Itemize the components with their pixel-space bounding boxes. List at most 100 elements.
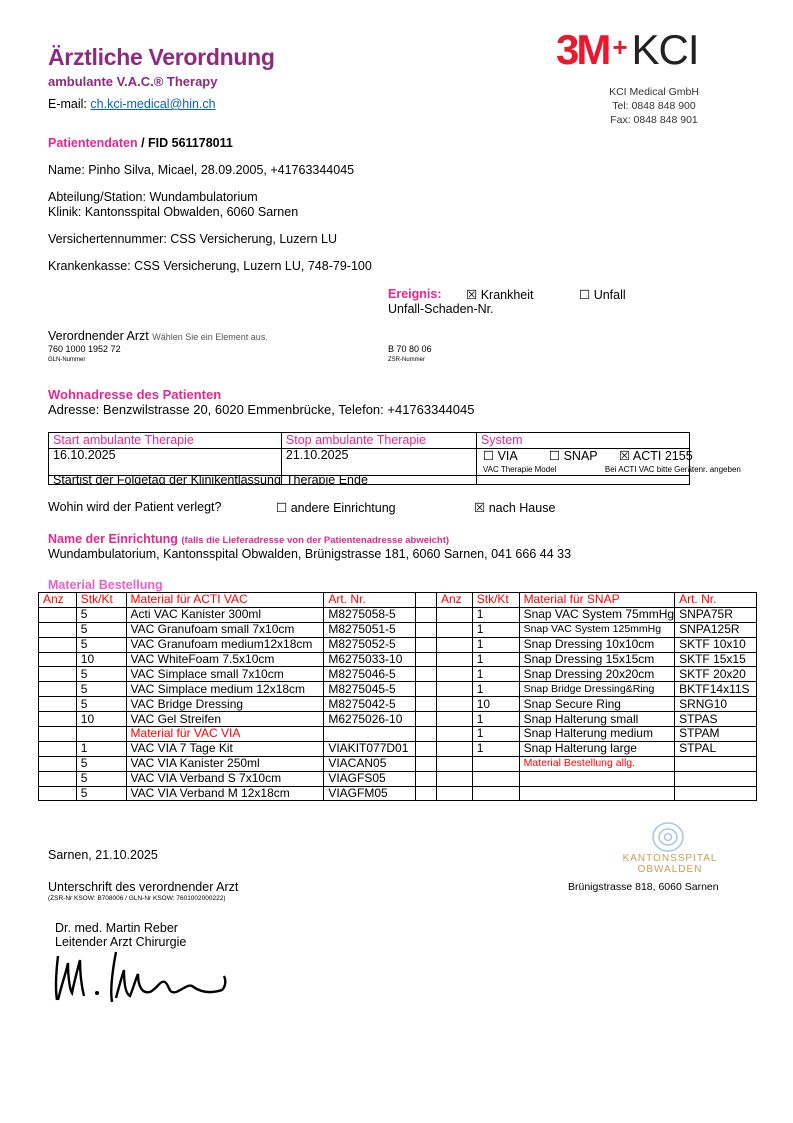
left-cell-stk-kt: 10 bbox=[75, 711, 127, 728]
left-cell-material: VAC VIA Verband S 7x10cm bbox=[125, 770, 325, 787]
right-cell-anz[interactable] bbox=[435, 740, 473, 757]
material-order-table: Anz Stk/Kt Material für ACTI VAC Art. Nr. An… bbox=[38, 592, 757, 802]
material-row: 5 VAC Bridge Dressing M8275042-5 10 Snap Sec… bbox=[38, 696, 757, 713]
left-cell-stk-kt bbox=[75, 726, 127, 742]
left-cell-stk-kt: 5 bbox=[75, 606, 127, 623]
patient-section-heading: Patientendaten / FID 561178011 bbox=[48, 136, 233, 150]
left-cell-anz[interactable] bbox=[38, 696, 77, 713]
email-link[interactable]: ch.kci-medical@hin.ch bbox=[90, 97, 216, 111]
empty-cell bbox=[475, 475, 691, 485]
left-cell-art-nr: VIACAN05 bbox=[323, 755, 417, 772]
left-cell-anz[interactable] bbox=[38, 785, 77, 802]
left-cell-anz[interactable] bbox=[38, 755, 77, 772]
left-cell-material: Material für VAC VIA bbox=[125, 726, 325, 742]
material-row: 5 VAC VIA Verband M 12x18cm VIAGFM05 bbox=[38, 785, 757, 802]
left-cell-art-nr: M6275026-10 bbox=[323, 711, 417, 728]
start-date[interactable]: 16.10.2025 bbox=[48, 448, 282, 476]
left-cell-anz[interactable] bbox=[38, 666, 77, 683]
patient-section-label: Patientendaten bbox=[48, 136, 138, 150]
table-gap bbox=[415, 606, 437, 623]
left-cell-material: VAC Simplace medium 12x18cm bbox=[125, 681, 325, 698]
left-cell-anz[interactable] bbox=[38, 651, 77, 668]
right-cell-anz[interactable] bbox=[435, 711, 473, 728]
zsr-label: ZSR-Nummer bbox=[388, 357, 425, 363]
right-cell-stk-kt: 1 bbox=[471, 740, 520, 757]
facility-label: Name der Einrichtung bbox=[48, 532, 178, 546]
event-unfall-checkbox[interactable]: ☐ Unfall bbox=[579, 287, 626, 302]
right-cell-stk-kt: 1 bbox=[471, 681, 520, 698]
left-cell-stk-kt: 5 bbox=[75, 770, 127, 787]
stop-date[interactable]: 21.10.2025 bbox=[280, 448, 477, 476]
left-cell-material: VAC VIA Kanister 250ml bbox=[125, 755, 325, 772]
material-row: 10 VAC Gel Streifen M6275026-10 1 Snap Halte… bbox=[38, 711, 757, 728]
right-cell-anz[interactable] bbox=[435, 621, 473, 638]
system-acti-checkbox[interactable]: ☒ ACTI 2155 bbox=[618, 449, 693, 463]
table-gap bbox=[415, 770, 437, 787]
left-cell-anz[interactable] bbox=[38, 606, 77, 623]
system-snap-checkbox[interactable]: ☐ SNAP bbox=[548, 449, 598, 463]
damage-number-label: Unfall-Schaden-Nr. bbox=[388, 302, 494, 316]
left-cell-art-nr: VIAKIT077D01 bbox=[323, 740, 417, 757]
material-row: 5 VAC VIA Verband S 7x10cm VIAGFS05 bbox=[38, 770, 757, 787]
right-cell-anz[interactable] bbox=[435, 785, 473, 802]
company-name: KCI Medical GmbH bbox=[609, 86, 699, 98]
right-cell-anz[interactable] bbox=[435, 696, 473, 713]
right-cell-anz[interactable] bbox=[435, 770, 473, 787]
left-cell-anz[interactable] bbox=[38, 726, 77, 742]
right-cell-art-nr: SNPA125R bbox=[674, 621, 757, 638]
table-gap bbox=[415, 785, 437, 802]
left-cell-stk-kt: 5 bbox=[75, 755, 127, 772]
model-note: VAC Therapie Model bbox=[482, 465, 557, 474]
left-cell-art-nr: VIAGFS05 bbox=[323, 770, 417, 787]
right-cell-anz[interactable] bbox=[435, 606, 473, 623]
material-header-row: Anz Stk/Kt Material für ACTI VAC Art. Nr. An… bbox=[38, 592, 757, 608]
left-cell-material: VAC VIA 7 Tage Kit bbox=[125, 740, 325, 757]
right-cell-anz[interactable] bbox=[435, 651, 473, 668]
checkbox-empty-icon: ☐ bbox=[579, 288, 591, 302]
material-row: 1 VAC VIA 7 Tage Kit VIAKIT077D01 1 Snap Hal… bbox=[38, 740, 757, 757]
hospital-name-2: OBWALDEN bbox=[637, 864, 703, 875]
right-cell-anz[interactable] bbox=[435, 681, 473, 698]
left-cell-art-nr: M6275033-10 bbox=[323, 651, 417, 668]
option-label: andere Einrichtung bbox=[290, 501, 396, 515]
right-cell-material: Snap Halterung medium bbox=[518, 726, 676, 742]
right-cell-material: Snap Dressing 10x10cm bbox=[518, 636, 676, 653]
right-cell-anz[interactable] bbox=[435, 636, 473, 653]
start-note: Startist der Folgetag der Klinikentlassu… bbox=[48, 475, 282, 485]
right-cell-material: Snap VAC System 125mmHg bbox=[518, 621, 676, 638]
right-cell-material: Snap Secure Ring bbox=[518, 696, 676, 713]
option-label: Unfall bbox=[593, 288, 626, 302]
table-gap bbox=[415, 726, 437, 742]
right-cell-material: Snap Bridge Dressing&Ring bbox=[518, 681, 676, 698]
right-cell-stk-kt bbox=[471, 755, 520, 772]
patient-name: Name: Pinho Silva, Micael, 28.09.2005, +… bbox=[48, 163, 355, 177]
system-options: ☐ VIA ☐ SNAP ☒ ACTI 2155 VAC Therapie Mo… bbox=[475, 448, 741, 476]
material-row: 5 VAC Granufoam small 7x10cm M8275051-5 1 Sn… bbox=[38, 621, 757, 638]
left-cell-stk-kt: 10 bbox=[75, 651, 127, 668]
left-cell-stk-kt: 5 bbox=[75, 681, 127, 698]
left-cell-anz[interactable] bbox=[38, 740, 77, 757]
transfer-home-checkbox[interactable]: ☒ nach Hause bbox=[474, 501, 556, 515]
right-cell-anz[interactable] bbox=[435, 666, 473, 683]
left-cell-anz[interactable] bbox=[38, 711, 77, 728]
doctor-select[interactable]: Wählen Sie ein Element aus. bbox=[152, 332, 268, 342]
right-cell-anz[interactable] bbox=[435, 755, 473, 772]
facility-heading: Name der Einrichtung (falls die Lieferad… bbox=[48, 532, 449, 546]
left-cell-anz[interactable] bbox=[38, 636, 77, 653]
left-cell-anz[interactable] bbox=[38, 770, 77, 787]
right-cell-stk-kt bbox=[471, 770, 520, 787]
left-cell-material: VAC Gel Streifen bbox=[125, 711, 325, 728]
email-row: E-mail: ch.kci-medical@hin.ch bbox=[48, 97, 216, 111]
left-cell-art-nr: M8275045-5 bbox=[323, 681, 417, 698]
event-krankheit-checkbox[interactable]: ☒ Krankheit bbox=[466, 287, 534, 302]
health-insurer: Krankenkasse: CSS Versicherung, Luzern L… bbox=[48, 259, 372, 273]
left-cell-anz[interactable] bbox=[38, 621, 77, 638]
option-label: SNAP bbox=[563, 449, 598, 463]
signature-label: Unterschrift des verordnender Arzt bbox=[48, 880, 239, 894]
right-cell-material: Snap Halterung small bbox=[518, 711, 676, 728]
transfer-other-facility-checkbox[interactable]: ☐ andere Einrichtung bbox=[276, 501, 396, 515]
left-cell-anz[interactable] bbox=[38, 681, 77, 698]
right-cell-anz[interactable] bbox=[435, 726, 473, 742]
system-via-checkbox[interactable]: ☐ VIA bbox=[482, 449, 518, 463]
patient-department: Abteilung/Station: Wundambulatorium bbox=[48, 190, 258, 204]
